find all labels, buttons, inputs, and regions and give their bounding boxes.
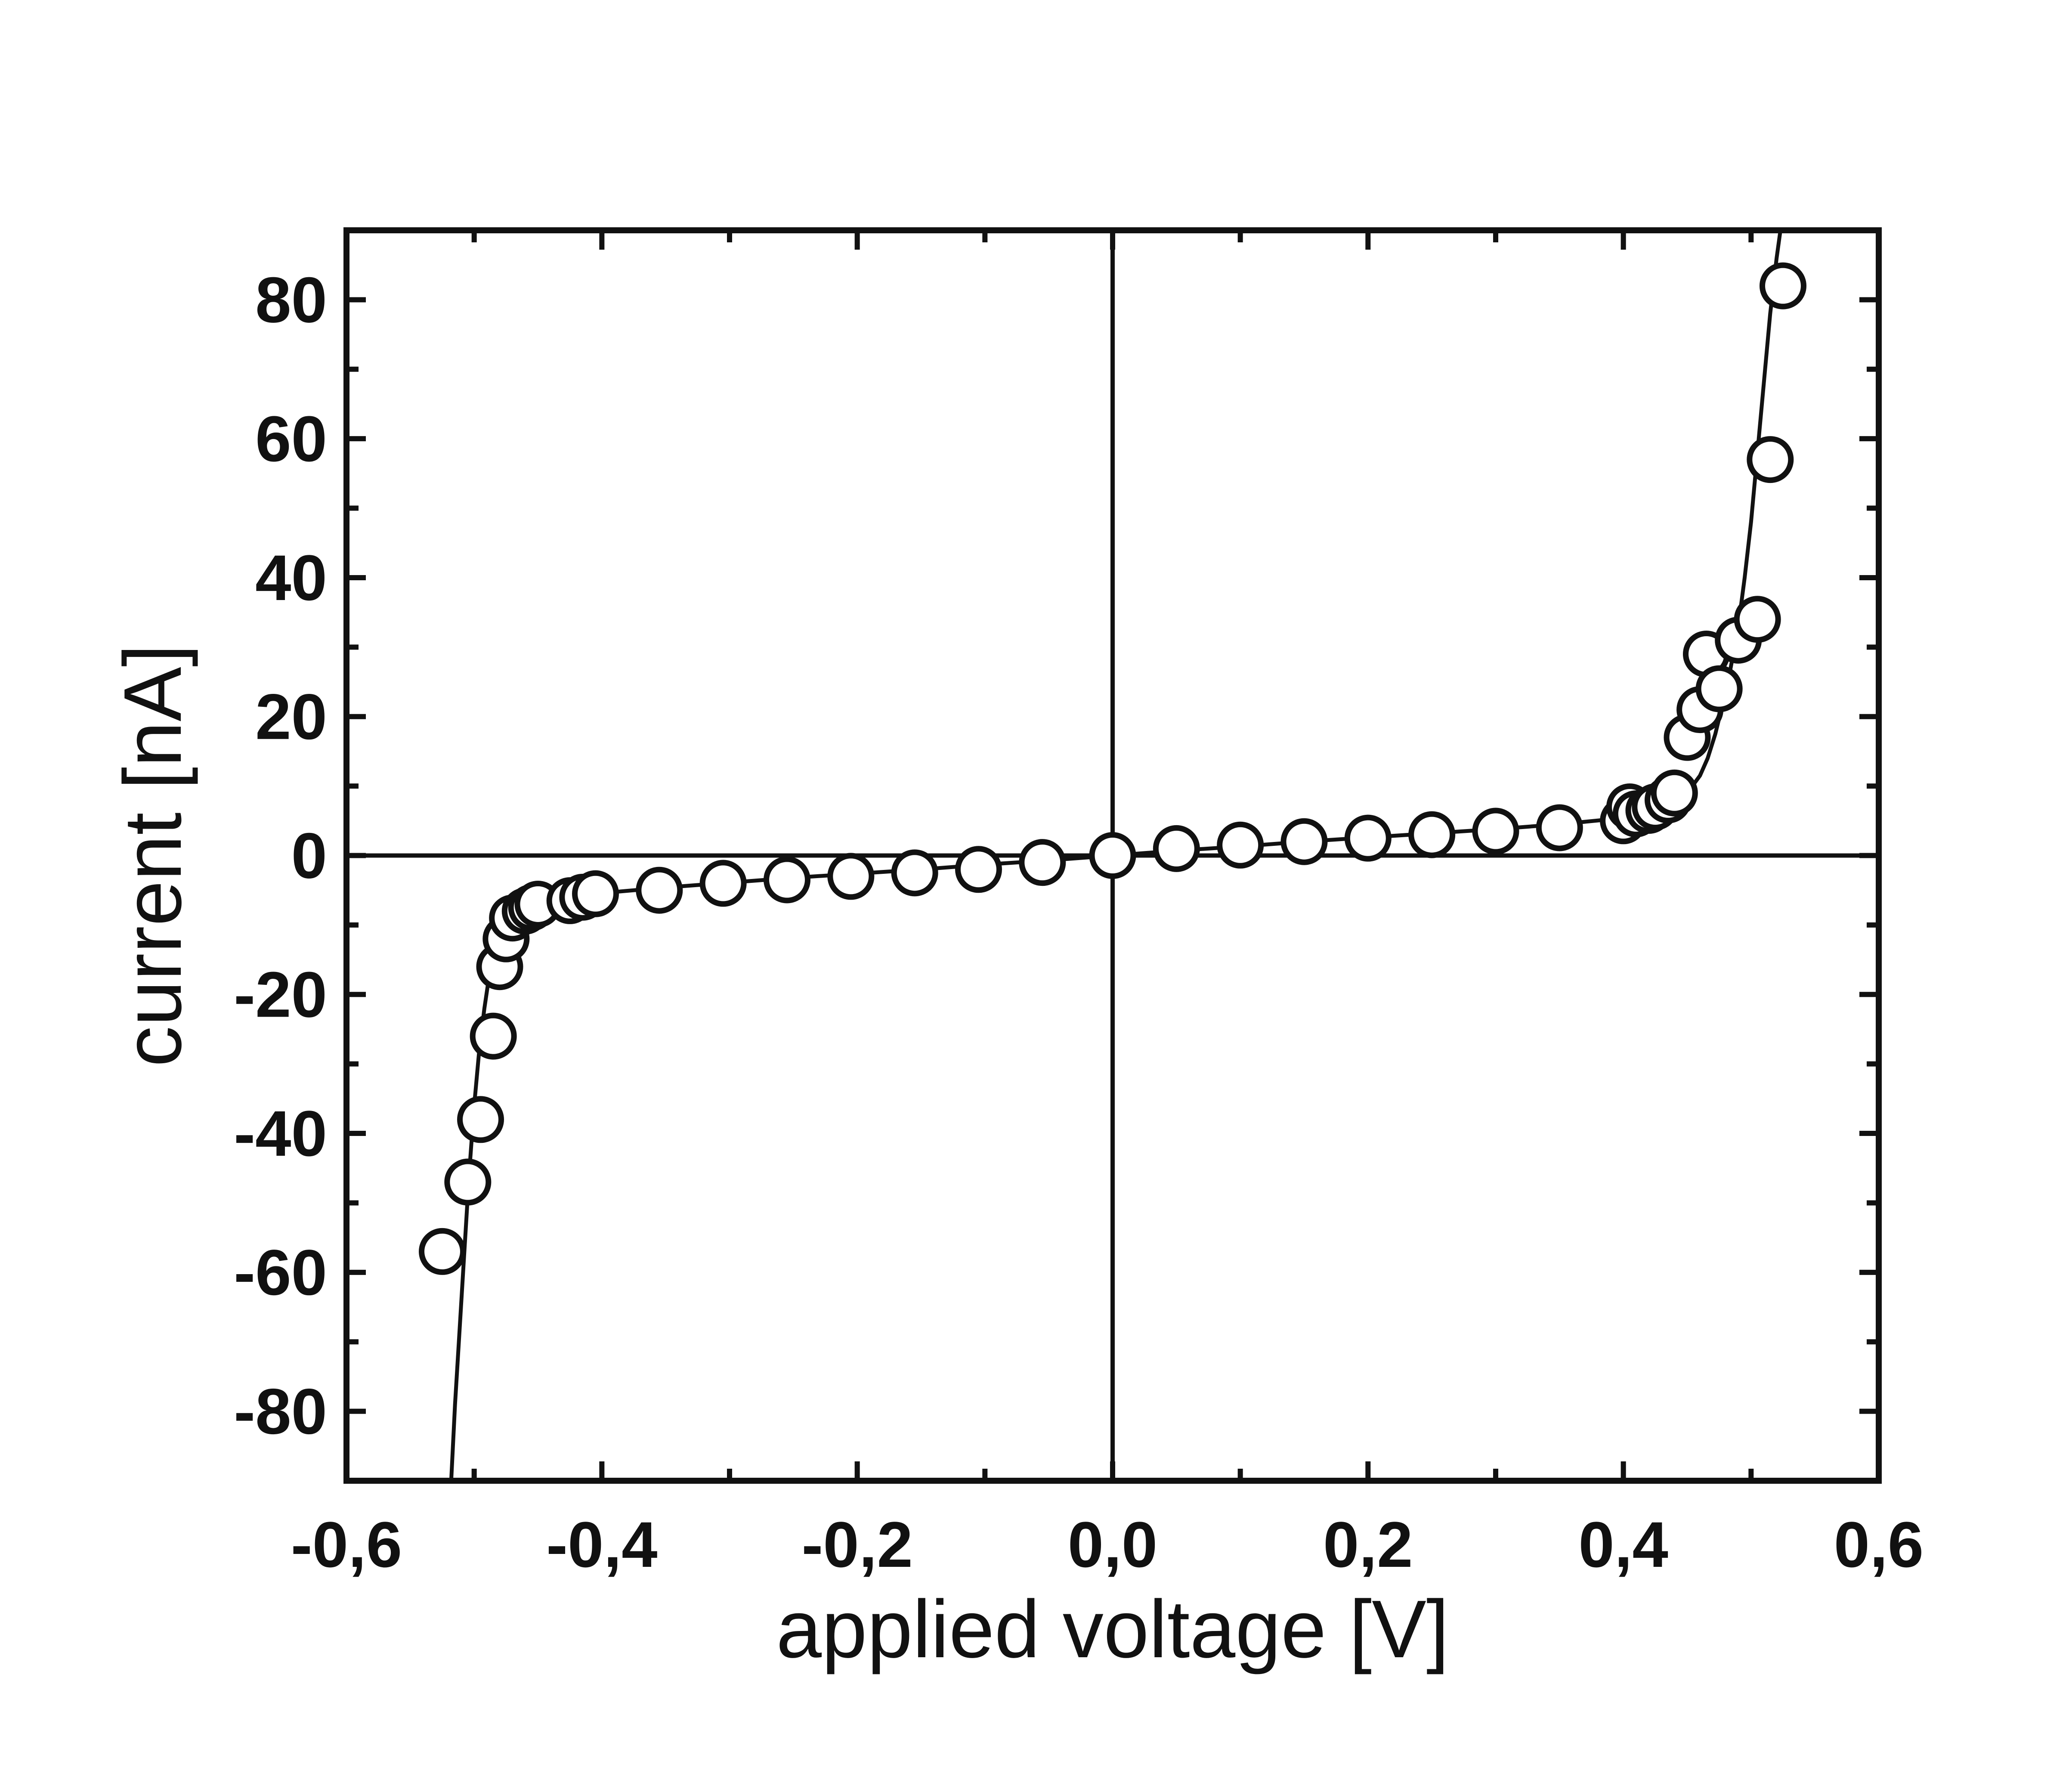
data-point — [891, 849, 938, 897]
data-point — [1019, 839, 1066, 886]
y-tick-label: -40 — [234, 1097, 327, 1170]
data-point — [636, 866, 683, 914]
x-tick-label: -0,6 — [291, 1508, 402, 1581]
plot-frame — [343, 227, 1882, 1484]
data-point — [1695, 665, 1743, 712]
data-point — [1536, 804, 1583, 851]
data-point — [1734, 596, 1781, 643]
data-point — [1217, 821, 1264, 869]
data-point — [572, 870, 619, 917]
x-tick-label: 0,4 — [1578, 1508, 1668, 1581]
data-point — [444, 1158, 492, 1206]
y-tick-label: 80 — [255, 263, 327, 336]
x-tick-label: 0,6 — [1834, 1508, 1924, 1581]
data-point — [955, 846, 1002, 893]
data-point — [1089, 832, 1136, 879]
y-axis-title: current [nA] — [107, 644, 198, 1067]
y-tick-label: -20 — [234, 958, 327, 1030]
data-point — [1747, 436, 1794, 483]
x-tick-labels: -0,6 -0,4 -0,2 0,0 0,2 0,4 0,6 — [291, 1508, 1924, 1581]
data-point — [419, 1228, 466, 1275]
y-tick-label: -60 — [234, 1236, 327, 1309]
data-point — [764, 856, 810, 904]
y-tick-label: 60 — [255, 402, 327, 475]
data-point — [1280, 818, 1328, 865]
data-point — [470, 1012, 517, 1060]
x-tick-label: -0,4 — [546, 1508, 657, 1581]
y-tick-label: 0 — [291, 820, 327, 892]
data-point — [1651, 769, 1698, 817]
data-point — [457, 1096, 504, 1143]
data-point — [1408, 811, 1456, 858]
data-point — [827, 853, 875, 900]
data-point — [1344, 814, 1392, 862]
y-tick-label: 40 — [255, 542, 327, 614]
x-axis-title: applied voltage [V] — [776, 1584, 1449, 1675]
y-tick-labels: -80 -60 -40 -20 0 20 40 60 80 — [234, 263, 327, 1447]
x-tick-label: -0,2 — [801, 1508, 912, 1581]
data-point — [1472, 808, 1519, 855]
y-tick-label: 20 — [255, 681, 327, 753]
x-tick-label: 0,2 — [1323, 1508, 1413, 1581]
data-points — [419, 262, 1806, 1275]
y-tick-label: -80 — [234, 1375, 327, 1448]
x-tick-label: 0,0 — [1068, 1508, 1158, 1581]
data-point — [1153, 825, 1200, 872]
data-point — [1760, 262, 1806, 309]
data-point — [699, 860, 747, 907]
